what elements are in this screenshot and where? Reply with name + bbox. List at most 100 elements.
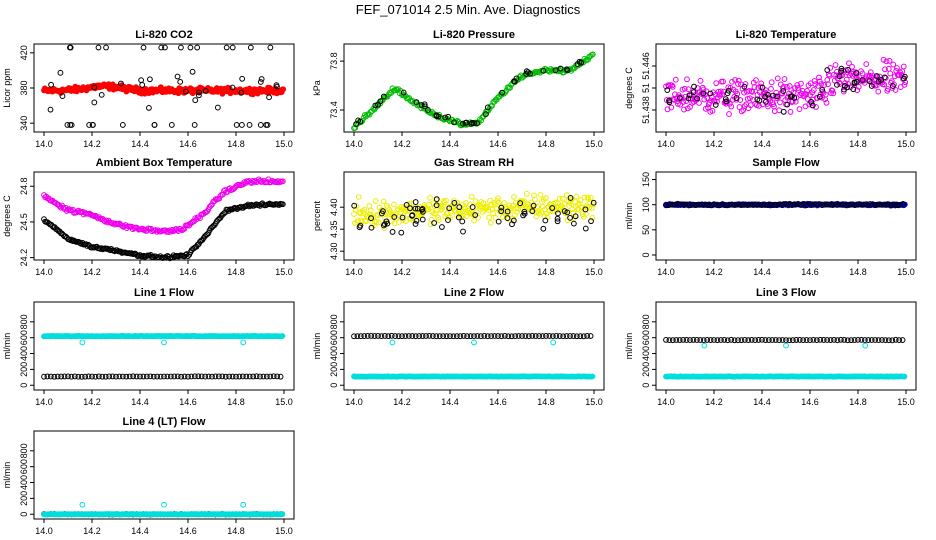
data-point — [896, 337, 903, 343]
data-point — [198, 373, 205, 380]
data-point — [519, 333, 525, 339]
data-point — [191, 373, 198, 380]
data-point — [267, 44, 274, 51]
series-cyan — [41, 332, 286, 340]
data-point — [804, 202, 810, 209]
data-point — [834, 337, 841, 344]
data-point — [759, 336, 765, 343]
data-point — [75, 373, 82, 380]
x-tick-label: 14.2 — [83, 267, 101, 277]
data-point — [885, 201, 891, 208]
data-point — [684, 201, 690, 208]
data-point — [777, 201, 783, 208]
data-point — [717, 88, 724, 95]
data-point — [563, 192, 570, 198]
data-point — [137, 373, 143, 380]
data-point — [720, 78, 726, 85]
data-point — [819, 86, 826, 93]
data-point — [146, 76, 153, 83]
data-point — [863, 61, 870, 68]
data-point — [403, 202, 410, 208]
data-point — [681, 85, 688, 92]
data-point — [713, 80, 720, 87]
data-point — [589, 51, 596, 58]
data-point — [783, 83, 790, 90]
data-point — [174, 73, 181, 80]
data-point — [784, 101, 791, 108]
y-tick-label: 600 — [329, 330, 339, 345]
x-tick-label: 14.0 — [657, 267, 675, 277]
data-point — [804, 87, 810, 94]
data-point — [68, 373, 75, 380]
data-point — [563, 333, 570, 339]
x-tick-label: 15.0 — [275, 139, 293, 149]
data-point — [859, 77, 866, 83]
data-point — [274, 373, 281, 380]
data-point — [456, 204, 463, 211]
series-main — [663, 56, 909, 117]
data-point — [56, 203, 63, 210]
data-point — [840, 201, 846, 208]
data-point — [776, 337, 783, 343]
data-point — [447, 333, 453, 340]
data-point — [570, 333, 577, 339]
data-point — [901, 373, 908, 380]
series-cyan — [663, 373, 908, 380]
data-point — [435, 217, 442, 223]
y-tick-label: 24.5 — [19, 213, 29, 231]
data-point — [520, 212, 527, 219]
data-point — [355, 194, 362, 200]
data-point — [481, 333, 488, 339]
data-point — [836, 73, 843, 80]
data-point — [752, 337, 759, 344]
data-point — [246, 122, 253, 128]
data-point — [666, 99, 673, 106]
x-tick-label: 14.6 — [801, 397, 819, 407]
data-point — [209, 373, 215, 380]
data-point — [690, 336, 697, 343]
data-point — [360, 210, 367, 216]
y-tick-label: 0 — [329, 383, 339, 388]
data-point — [413, 217, 420, 224]
series-diag — [41, 200, 286, 262]
x-tick-label: 14.6 — [801, 139, 819, 149]
data-point — [796, 337, 803, 343]
data-point — [477, 333, 484, 340]
x-tick-label: 14.8 — [227, 139, 245, 149]
data-point — [380, 198, 387, 205]
data-point — [771, 108, 778, 115]
data-point — [539, 333, 546, 340]
data-point — [522, 333, 529, 339]
data-point — [106, 373, 113, 380]
data-point — [92, 373, 99, 380]
data-point — [890, 61, 897, 68]
data-point — [514, 208, 521, 215]
data-point — [471, 333, 477, 340]
data-point — [260, 373, 267, 380]
data-point — [389, 229, 396, 235]
data-point — [834, 202, 840, 208]
data-point — [446, 205, 453, 212]
data-point — [587, 195, 594, 201]
data-point — [861, 201, 867, 208]
data-point — [486, 214, 493, 221]
data-point — [786, 337, 793, 344]
data-point — [687, 337, 693, 343]
data-point — [678, 201, 684, 208]
data-point — [663, 336, 669, 343]
data-point — [460, 228, 466, 235]
data-point — [529, 208, 536, 215]
data-point — [546, 333, 553, 339]
panel-line1: Line 1 Flow ml/min 14.0 14.2 14.4 14.6 14.8 15.… — [2, 287, 295, 407]
panel-title: Li-820 Pressure — [433, 29, 515, 41]
data-point — [521, 208, 528, 215]
data-point — [729, 201, 735, 208]
data-point — [816, 93, 823, 100]
data-point — [91, 99, 98, 106]
data-point — [195, 373, 202, 380]
y-tick-label: 400 — [329, 346, 339, 361]
data-point — [392, 333, 399, 339]
data-point — [407, 205, 413, 212]
data-point — [89, 373, 95, 380]
data-point — [188, 373, 195, 380]
